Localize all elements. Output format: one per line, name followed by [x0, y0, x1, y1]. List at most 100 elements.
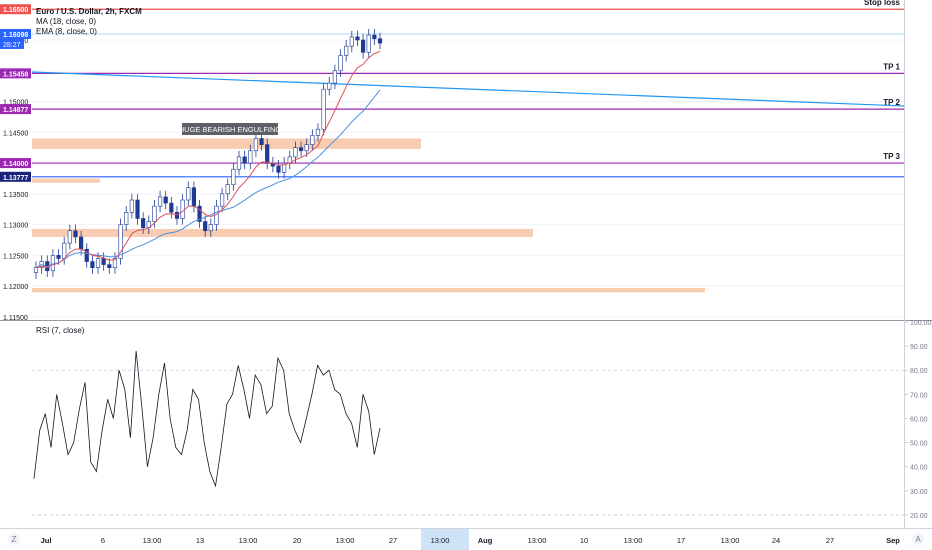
candle-body — [180, 199, 185, 219]
rsi-tick-label: 20.00 — [910, 513, 928, 520]
y-tick-label: 1.14500 — [3, 130, 28, 137]
candle-body — [169, 202, 174, 213]
candle-body — [186, 187, 191, 201]
candle-body — [259, 138, 264, 145]
candle-body — [197, 205, 202, 222]
candle-body — [73, 230, 78, 238]
candle-body — [332, 70, 337, 84]
candle-body — [152, 205, 157, 222]
x-tick-label: Sep — [886, 536, 900, 545]
candle-body — [298, 147, 304, 152]
level-labels: 1.16500 Stop loss 1.15458 TP 1 1.14877 TP 2 1.… — [0, 0, 901, 182]
candle-body — [242, 156, 247, 164]
trendline[interactable] — [31, 71, 905, 107]
candle-body — [56, 255, 61, 259]
rsi-tick-label: 70.00 — [910, 392, 928, 399]
x-tick-label: Aug — [478, 536, 493, 545]
chart-legend: Euro / U.S. Dollar, 2h, FXCM MA (18, clo… — [36, 7, 142, 37]
time-axis[interactable]: Jul 6 13:00 13 13:00 20 13:00 27 13:00 Aug 13:00 10… — [41, 536, 901, 545]
candle-body — [174, 212, 180, 219]
rsi-tick-label: 40.00 — [910, 465, 928, 472]
ema-legend[interactable]: EMA (8, close, 0) — [36, 27, 97, 36]
price-badge-label: 1.13777 — [3, 175, 28, 182]
candle-body — [338, 55, 343, 72]
candle-body — [163, 196, 168, 204]
candle-body — [253, 138, 259, 152]
rsi-axis[interactable]: 100.00 90.00 80.00 70.00 60.00 50.00 40.00 30.0… — [904, 320, 932, 520]
y-tick-label: 1.12500 — [3, 253, 28, 260]
price-badge — [0, 68, 31, 79]
ma-line — [35, 89, 381, 269]
candle-body — [248, 150, 253, 164]
price-badge — [0, 104, 31, 115]
ema-line — [35, 50, 381, 269]
x-tick-label: 20 — [293, 536, 301, 545]
rsi-tick-label: 50.00 — [910, 441, 928, 448]
candle-body — [33, 267, 39, 273]
candle-body — [236, 156, 242, 170]
price-badge-label: 1.14000 — [3, 161, 28, 168]
candle-body — [321, 88, 326, 130]
candle-body — [118, 224, 123, 259]
candle-body — [208, 224, 213, 232]
candle-body — [124, 212, 129, 225]
candle-body — [377, 38, 383, 44]
candle-body — [315, 128, 321, 136]
x-tick-label: 13:00 — [239, 536, 258, 545]
level-label: TP 3 — [883, 152, 900, 161]
candle-body — [225, 184, 230, 195]
x-tick-label: 24 — [772, 536, 780, 545]
support-zone — [32, 228, 533, 237]
candle-body — [141, 218, 146, 228]
candle-body — [135, 199, 140, 219]
level-label: TP 2 — [883, 98, 900, 107]
y-tick-label: 1.11500 — [3, 315, 28, 322]
candle-body — [129, 199, 134, 213]
horizontal-levels[interactable] — [32, 8, 904, 178]
x-tick-label: 27 — [389, 536, 397, 545]
time-axis-highlight — [421, 529, 469, 550]
y-tick-label: 1.13000 — [3, 223, 28, 230]
level-label: Stop loss — [864, 0, 901, 7]
candle-body — [90, 261, 95, 268]
rsi-tick-label: 30.00 — [910, 489, 928, 496]
countdown-label: 28:27 — [3, 42, 21, 49]
rsi-title[interactable]: RSI (7, close) — [36, 326, 85, 335]
auto-scale-button[interactable]: A — [912, 533, 924, 545]
price-badge — [0, 171, 31, 182]
price-badge-label: 1.14877 — [3, 107, 28, 114]
candle-body — [282, 162, 287, 173]
x-tick-label: 27 — [826, 536, 834, 545]
support-zones — [32, 138, 705, 293]
candle-body — [265, 144, 270, 164]
candle-body — [355, 36, 360, 41]
zoom-button[interactable]: Z — [8, 533, 20, 545]
ma-legend[interactable]: MA (18, close, 0) — [36, 17, 97, 26]
candle-body — [276, 165, 281, 173]
candle-body — [349, 36, 354, 47]
candle-body — [214, 205, 219, 225]
rsi-tick-label: 80.00 — [910, 368, 928, 375]
candle-body — [95, 258, 101, 268]
candle-body — [327, 82, 332, 90]
x-tick-label: 10 — [580, 536, 588, 545]
candle-body — [293, 147, 298, 158]
candlestick-series — [33, 28, 383, 279]
price-badge-label: 1.16098 — [3, 32, 28, 39]
candle-body — [219, 193, 225, 207]
x-tick-label: 13:00 — [721, 536, 740, 545]
rsi-line — [33, 350, 381, 488]
level-label: TP 1 — [883, 62, 900, 71]
candle-body — [112, 258, 118, 268]
x-tick-label: 13:00 — [431, 536, 450, 545]
x-tick-label: 13:00 — [528, 536, 547, 545]
price-badge — [0, 158, 31, 169]
svg-text:Z: Z — [12, 535, 17, 544]
y-tick-label: 1.12000 — [3, 284, 28, 291]
x-tick-label: 13:00 — [624, 536, 643, 545]
candle-body — [344, 45, 349, 56]
symbol-title[interactable]: Euro / U.S. Dollar, 2h, FXCM — [36, 7, 142, 16]
candle-body — [203, 221, 208, 232]
annotation-label: HUGE BEARISH ENGULFING — [179, 123, 281, 135]
